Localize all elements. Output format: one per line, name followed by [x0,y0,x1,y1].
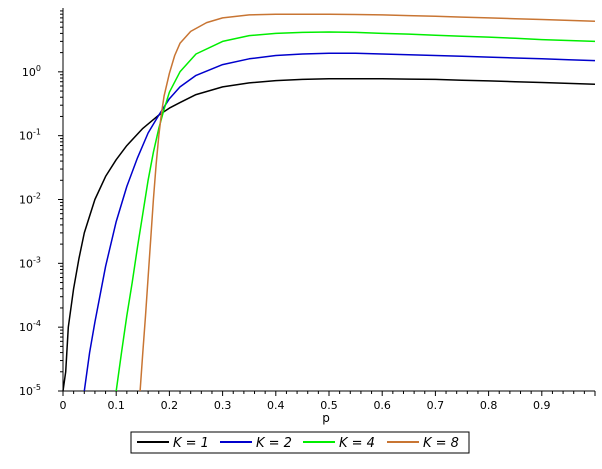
y-tick-label: 10-4 [19,319,41,334]
y-tick-label: 10-3 [19,255,41,270]
legend-label: K = 4 [339,436,375,451]
x-tick-label: 0.7 [427,399,445,412]
legend-label: K = 8 [423,436,459,451]
x-tick-label: 0.2 [161,399,179,412]
series-line-4 [139,13,596,392]
series-lines [62,13,596,392]
x-tick-label: 0 [60,399,67,412]
x-axis-title: p [322,411,330,425]
x-tick-label: 0.9 [533,399,551,412]
series-line-3 [115,31,596,392]
legend: K = 1 K = 2 K = 4 K = 8 [130,431,470,454]
legend-box [130,431,470,454]
series-line-1 [62,77,596,392]
x-tick-label: 0.8 [480,399,498,412]
y-tick-label: 10-5 [19,383,41,398]
x-tick-label: 0.1 [107,399,125,412]
x-tick-label: 0.3 [214,399,232,412]
legend-label: K = 2 [256,436,292,451]
y-tick-label: 10-1 [19,128,41,143]
y-tick-label: 100 [22,64,41,79]
y-tick-label: 10-2 [19,192,41,207]
x-tick-label: 0.6 [373,399,391,412]
tick-labels: 0 0.1 0.2 0.3 0.4 0.5 0.6 0.7 0.8 0.9 10-5 10-4 10-3… [19,64,551,412]
axes [58,8,596,396]
series-line-2 [83,52,596,392]
legend-label: K = 1 [173,436,209,451]
x-tick-label: 0.5 [320,399,338,412]
x-tick-label: 0.4 [267,399,285,412]
